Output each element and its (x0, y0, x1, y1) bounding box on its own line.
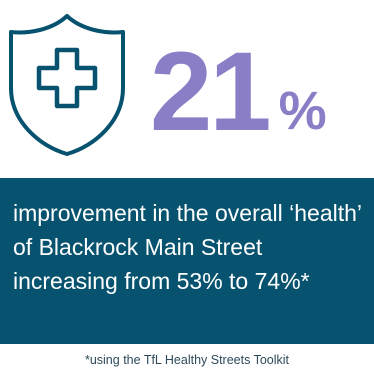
statistic: 21 % (150, 29, 327, 154)
description-text: improvement in the overall ‘health’ of B… (13, 200, 362, 294)
shield-icon (9, 14, 125, 156)
shield-outline (9, 14, 125, 156)
shield-plus-icon (4, 10, 130, 158)
plus-icon (36, 47, 98, 109)
stat-number: 21 (150, 29, 272, 154)
footnote: *using the TfL Healthy Streets Toolkit (84, 353, 290, 367)
stat-unit: % (278, 81, 327, 141)
description-panel: improvement in the overall ‘health’ of B… (0, 178, 374, 344)
